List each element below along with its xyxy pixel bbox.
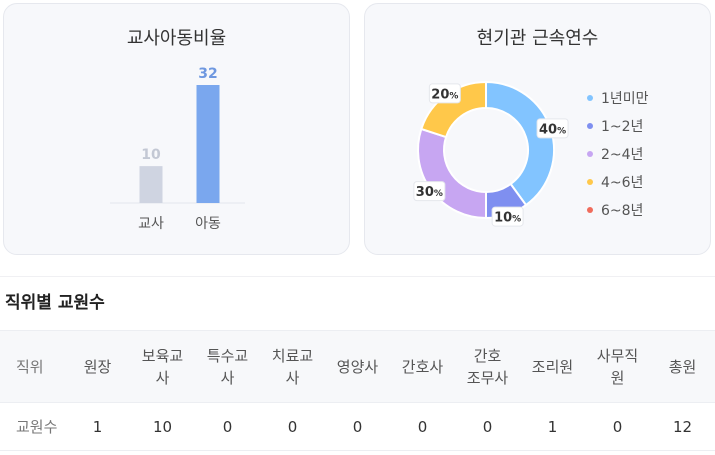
table-header-cell: 보육교 사: [130, 330, 195, 403]
table-header-cell: 사무직 원: [585, 330, 650, 403]
svg-text:30%: 30%: [416, 185, 443, 200]
donut-slice-0: [485, 80, 555, 207]
legend-dot-icon: [587, 207, 593, 213]
legend-label: 1~2년: [601, 119, 644, 135]
table-cell: 0: [455, 402, 520, 451]
legend-label: 2~4년: [601, 147, 644, 163]
donut-value-label: 40%: [536, 118, 569, 139]
legend-label: 4~6년: [601, 175, 644, 191]
teacher-child-ratio-card: 교사아동비율 10 교사 32 아동: [3, 3, 350, 255]
bar-category-label: 아동: [195, 216, 221, 232]
table-cell: 0: [585, 402, 650, 451]
staff-section-title: 직위별 교원수: [5, 293, 105, 313]
table-cell: 1: [520, 402, 585, 451]
donut-value-label: 20%: [428, 83, 461, 104]
legend-dot-icon: [587, 95, 593, 101]
table-cell: 교원수: [0, 402, 65, 451]
legend-item: 4~6년: [587, 168, 649, 196]
table-header-cell: 총원: [650, 330, 715, 403]
legend-item: 1년미만: [587, 84, 649, 112]
legend-item: 6~8년: [587, 196, 649, 224]
legend-dot-icon: [587, 151, 593, 157]
ratio-card-title: 교사아동비율: [126, 28, 227, 49]
table-cell: 0: [325, 402, 390, 451]
legend-item: 1~2년: [587, 112, 649, 140]
staff-count-table: 직위 원장 보육교 사 특수교 사 치료교 사 영양사 간호사 간호 조무사 조리원 사무직 원 총원 교원수…: [0, 330, 715, 451]
table-cell: 12: [650, 402, 715, 451]
table-header-row: 직위 원장 보육교 사 특수교 사 치료교 사 영양사 간호사 간호 조무사 조리원 사무직 원 총원: [0, 330, 715, 403]
table-header-cell: 영양사: [325, 330, 390, 403]
table-header-cell: 특수교 사: [195, 330, 260, 403]
svg-text:10%: 10%: [494, 211, 521, 226]
legend-label: 6~8년: [601, 203, 644, 219]
bar-0: [139, 166, 163, 203]
legend-dot-icon: [587, 179, 593, 185]
tenure-card: 현기관 근속연수 40% 10% 30% 20% 1년미만 1~2년 2~4년 4~6년 6~…: [364, 3, 711, 255]
tenure-card-title: 현기관 근속연수: [476, 28, 599, 49]
donut-slice-3: [420, 80, 487, 139]
donut-value-label: 30%: [413, 181, 446, 202]
table-header-cell: 치료교 사: [260, 330, 325, 403]
bar-category-label: 교사: [138, 216, 164, 232]
bar-value-label: 10: [141, 147, 161, 163]
donut-slice-2: [417, 127, 487, 220]
table-header-cell: 직위: [0, 330, 65, 403]
tenure-donut-chart: 40% 10% 30% 20%: [413, 80, 569, 227]
tenure-legend: 1년미만 1~2년 2~4년 4~6년 6~8년: [587, 84, 649, 224]
legend-label: 1년미만: [601, 91, 649, 107]
ratio-bar-chart: 10 교사 32 아동: [110, 66, 245, 232]
table-header-cell: 원장: [65, 330, 130, 403]
top-divider: [0, 276, 715, 277]
svg-text:20%: 20%: [431, 87, 458, 102]
table-cell: 0: [390, 402, 455, 451]
table-cell: 10: [130, 402, 195, 451]
table-cell: 0: [260, 402, 325, 451]
donut-value-label: 10%: [491, 206, 524, 227]
table-cell: 1: [65, 402, 130, 451]
table-cell: 0: [195, 402, 260, 451]
table-header-cell: 간호사: [390, 330, 455, 403]
legend-item: 2~4년: [587, 140, 649, 168]
table-header-cell: 간호 조무사: [455, 330, 520, 403]
legend-dot-icon: [587, 123, 593, 129]
bar-value-label: 32: [198, 66, 217, 82]
table-header-cell: 조리원: [520, 330, 585, 403]
table-row: 교원수 1 10 0 0 0 0 0 1 0 12: [0, 402, 715, 451]
svg-text:40%: 40%: [539, 122, 566, 137]
bar-1: [196, 85, 220, 203]
